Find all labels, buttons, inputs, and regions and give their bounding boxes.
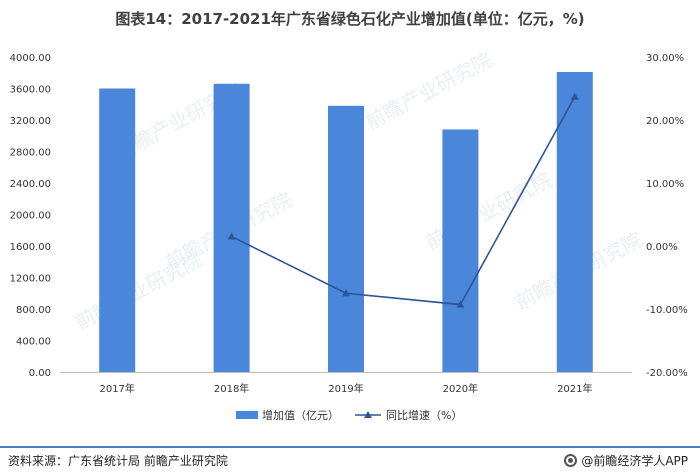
footer-divider: [0, 446, 700, 448]
x-tick-label: 2017年: [99, 382, 134, 395]
bar: [213, 83, 250, 373]
legend-line-marker: [364, 411, 372, 418]
chart: 前瞻产业研究院前瞻产业研究院前瞻产业研究院前瞻产业研究院前瞻产业研究院前瞻产业研…: [10, 47, 688, 422]
growth-point: [456, 300, 465, 308]
growth-point: [570, 92, 579, 100]
right-tick-label: 0.00%: [646, 242, 678, 253]
left-tick-label: 1200.00: [10, 274, 51, 285]
left-axis: 0.00 400.00 800.00 1200.00 1600.00 2000.00 240…: [10, 53, 51, 379]
brand: @前瞻经济学人APP: [564, 452, 688, 469]
bar: [328, 105, 364, 372]
x-tick-label: 2019年: [328, 382, 363, 395]
legend: 增加值（亿元） 同比增速（%）: [236, 408, 462, 422]
bar: [442, 129, 479, 372]
watermark-text: 前瞻产业研究院: [361, 47, 496, 134]
left-tick-label: 0.00: [29, 368, 51, 379]
right-tick-label: -20.00%: [646, 368, 688, 379]
left-tick-label: 3200.00: [10, 116, 51, 127]
bar: [99, 88, 136, 372]
x-tick-label: 2021年: [557, 382, 592, 395]
x-tick-label: 2020年: [443, 382, 478, 395]
watermark-text: 前瞻产业研究院: [421, 167, 556, 254]
left-tick-label: 2000.00: [10, 211, 51, 222]
left-tick-label: 2400.00: [10, 179, 51, 190]
x-tick-label: 2018年: [214, 382, 249, 395]
left-tick-label: 800.00: [16, 305, 51, 316]
legend-bar-label: 增加值（亿元）: [262, 408, 339, 422]
right-tick-label: -10.00%: [646, 305, 688, 316]
line-series: [227, 92, 579, 308]
left-tick-label: 400.00: [16, 337, 51, 348]
left-tick-label: 3600.00: [10, 85, 51, 96]
legend-bar-swatch: [236, 411, 258, 419]
left-tick-label: 4000.00: [10, 53, 51, 64]
left-tick-label: 1600.00: [10, 242, 51, 253]
chart-title: 图表14：2017-2021年广东省绿色石化产业增加值(单位：亿元，%): [115, 10, 585, 28]
legend-line-label: 同比增速（%）: [386, 408, 462, 422]
right-tick-label: 10.00%: [646, 179, 684, 190]
brand-label: @前瞻经济学人APP: [581, 454, 688, 468]
left-tick-label: 2800.00: [10, 148, 51, 159]
brand-logo-icon: [564, 454, 578, 467]
growth-point: [342, 289, 350, 297]
bar-series: [99, 71, 593, 373]
right-axis: -20.00% -10.00% 0.00% 10.00% 20.00% 30.00%: [646, 53, 688, 379]
growth-line: [231, 96, 576, 306]
watermark-text: 前瞻产业研究院: [71, 247, 206, 334]
right-tick-label: 20.00%: [646, 116, 684, 127]
source-note: 资料来源：广东省统计局 前瞻产业研究院: [8, 454, 228, 468]
bar: [556, 71, 593, 373]
x-axis-labels: 2017年 2018年 2019年 2020年 2021年: [99, 382, 592, 395]
growth-point: [227, 232, 236, 240]
right-tick-label: 30.00%: [646, 53, 684, 64]
